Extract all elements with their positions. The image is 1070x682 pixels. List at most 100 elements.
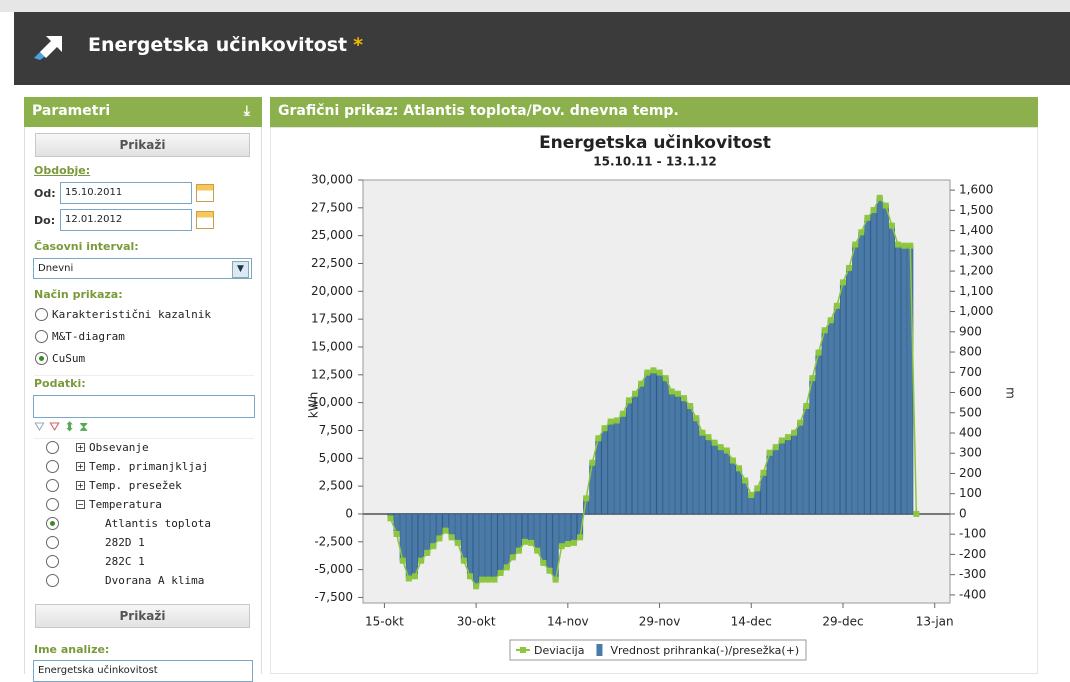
line-marker xyxy=(833,302,840,309)
radio[interactable] xyxy=(46,460,59,473)
bar xyxy=(680,397,688,515)
line-marker xyxy=(552,576,559,583)
y2-tick-label: -100 xyxy=(959,527,986,541)
bar xyxy=(901,245,908,515)
mode-option: Karakteristični kazalnik xyxy=(52,308,211,321)
legend-label: Vrednost prihranka(-)/presežka(+) xyxy=(610,644,799,657)
bar xyxy=(473,513,480,587)
tree-item: Dvorana A klima xyxy=(105,574,205,587)
line-marker xyxy=(815,349,822,356)
line-marker xyxy=(870,207,877,214)
bar xyxy=(497,513,504,574)
bar xyxy=(485,513,492,580)
y-tick-label: -2,500 xyxy=(314,534,353,548)
line-marker xyxy=(638,380,645,387)
bar xyxy=(405,513,412,579)
expander[interactable]: + xyxy=(76,462,85,471)
y2-axis-label: m xyxy=(1004,387,1018,399)
bar xyxy=(534,513,541,551)
bar xyxy=(797,422,804,515)
show-button[interactable]: Prikaži xyxy=(35,604,250,628)
bar xyxy=(864,217,871,515)
bar xyxy=(411,513,419,577)
y2-tick-label: 700 xyxy=(959,365,982,379)
bar xyxy=(656,372,663,515)
show-button[interactable]: Prikaži xyxy=(35,133,250,157)
radio[interactable] xyxy=(35,330,48,343)
radio[interactable] xyxy=(46,536,59,549)
line-marker xyxy=(418,557,425,564)
line-marker xyxy=(723,447,730,454)
x-tick-label: 14-dec xyxy=(731,615,772,629)
bar xyxy=(784,436,792,515)
expander[interactable]: + xyxy=(76,443,85,452)
chart-title: Energetska učinkovitost xyxy=(539,133,771,153)
bar xyxy=(595,437,602,515)
line-marker xyxy=(858,229,865,236)
line-marker xyxy=(467,573,474,580)
download-icon[interactable]: ⤓ xyxy=(243,103,250,119)
bar xyxy=(625,400,633,515)
to-input[interactable]: 12.01.2012 xyxy=(60,209,192,231)
y2-tick-label: 200 xyxy=(959,466,982,480)
bar xyxy=(907,245,914,515)
radio[interactable] xyxy=(35,352,48,365)
radio[interactable] xyxy=(46,441,59,454)
expander[interactable]: − xyxy=(76,500,85,509)
toolbar-icons[interactable]: ⛛ ⛛ ⬍ ⧗ xyxy=(34,420,89,435)
y2-tick-label: 1,000 xyxy=(959,304,993,318)
bar xyxy=(650,370,657,515)
y-tick-label: 5,000 xyxy=(319,451,353,465)
bar xyxy=(662,377,669,515)
line-marker xyxy=(430,543,437,550)
y-tick-label: 15,000 xyxy=(311,339,353,353)
line-marker xyxy=(589,459,596,466)
line-marker xyxy=(411,573,418,580)
y-tick-label: 12,500 xyxy=(311,367,353,381)
y2-tick-label: 1,200 xyxy=(959,264,993,278)
line-marker xyxy=(674,390,681,397)
bar xyxy=(882,205,889,515)
bar xyxy=(570,513,578,544)
interval-label: Časovni interval: xyxy=(34,240,139,253)
bar xyxy=(644,372,651,515)
header-text: Parametri xyxy=(32,103,111,119)
line-marker xyxy=(546,567,553,574)
data-label: Podatki: xyxy=(34,377,86,390)
expander[interactable]: + xyxy=(76,481,85,490)
line-marker xyxy=(821,327,828,334)
params-panel xyxy=(24,127,262,674)
bar xyxy=(528,513,535,544)
from-input[interactable]: 15.10.2011 xyxy=(60,182,192,204)
line-marker xyxy=(613,417,620,424)
bar xyxy=(601,427,608,515)
line-marker xyxy=(509,554,516,561)
analysis-name-input[interactable]: Energetska učinkovitost xyxy=(33,660,253,682)
radio[interactable] xyxy=(35,308,48,321)
line-marker xyxy=(558,543,565,550)
line-marker xyxy=(803,402,810,409)
radio[interactable] xyxy=(46,574,59,587)
y-tick-label: 27,500 xyxy=(311,200,353,214)
data-search[interactable] xyxy=(33,395,255,418)
line-marker xyxy=(895,241,902,248)
line-marker xyxy=(705,434,712,441)
radio[interactable] xyxy=(46,555,59,568)
radio[interactable] xyxy=(46,479,59,492)
calendar-button[interactable] xyxy=(196,211,214,229)
x-tick-label: 15-okt xyxy=(365,615,404,629)
period-label: Obdobje: xyxy=(34,164,91,177)
radio[interactable] xyxy=(46,517,59,530)
app-icon xyxy=(34,36,62,60)
mode-option: M&T-diagram xyxy=(52,330,125,343)
tree-item: 282D 1 xyxy=(105,536,145,549)
radio[interactable] xyxy=(46,498,59,511)
line-marker xyxy=(601,425,608,432)
line-marker xyxy=(742,477,749,484)
y-axis-label: kWh xyxy=(307,392,321,418)
bar xyxy=(607,421,614,515)
interval-select[interactable]: Dnevni ▼ xyxy=(33,258,252,279)
y2-tick-label: 500 xyxy=(959,405,982,419)
bar xyxy=(839,282,847,515)
calendar-button[interactable] xyxy=(196,184,214,202)
